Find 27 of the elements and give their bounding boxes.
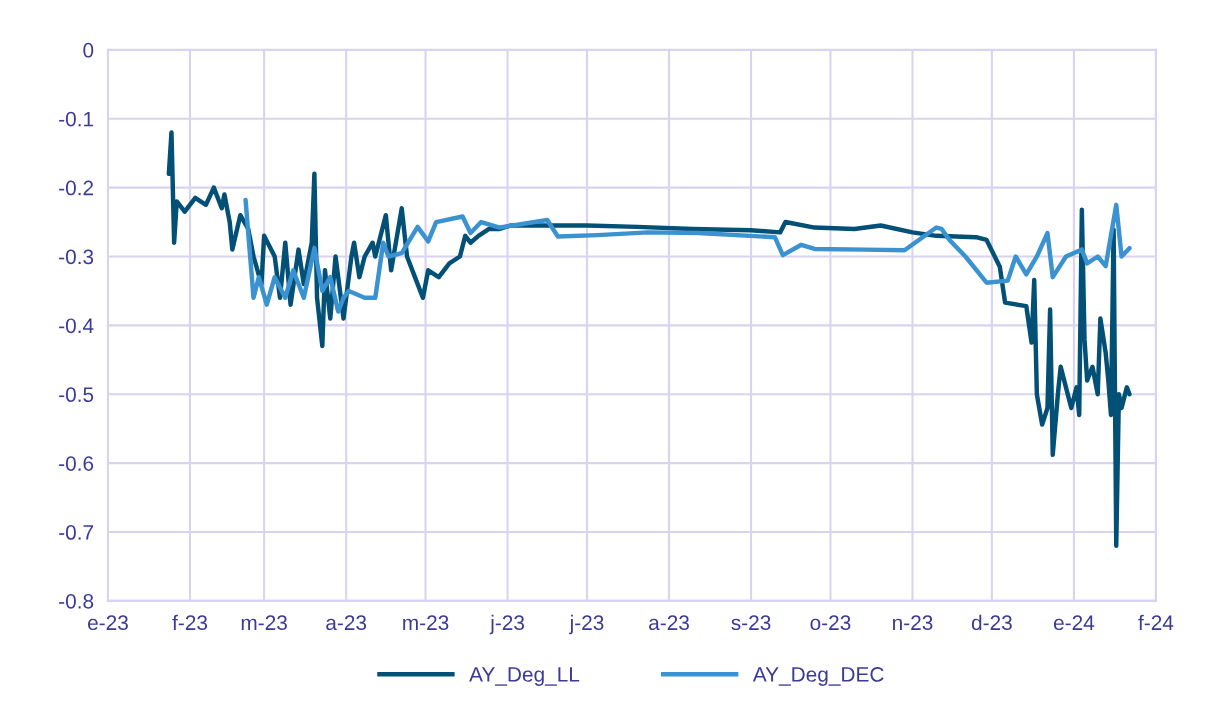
line-series: [243, 197, 1132, 314]
y-tick-label: -0.4: [59, 318, 94, 334]
y-tick-label: -0.8: [59, 593, 94, 609]
x-tick-label: m-23: [241, 615, 287, 631]
line-series: [166, 130, 1132, 549]
y-tick-label: -0.3: [59, 249, 94, 265]
x-tick-label: o-23: [810, 615, 851, 631]
y-tick-label: -0.2: [59, 180, 94, 196]
legend-label: AY_Deg_LL: [469, 667, 580, 686]
x-tick-label: n-23: [893, 615, 933, 631]
x-tick-label: d-23: [971, 614, 1012, 631]
y-tick-label: 0: [83, 42, 94, 58]
x-tick-label: a-23: [326, 615, 367, 631]
x-tick-label: f-23: [172, 614, 208, 631]
x-tick-label: s-23: [731, 615, 771, 631]
x-tick-label: e-23: [88, 615, 128, 631]
y-tick-label: -0.7: [59, 525, 94, 540]
legend-label: AY_Deg_DEC: [752, 667, 884, 686]
x-tick-label: m-23: [403, 615, 449, 631]
x-tick-label: e-24: [1053, 615, 1095, 631]
y-tick-label: -0.5: [59, 387, 94, 403]
y-tick-label: -0.1: [59, 111, 94, 127]
x-tick-label: f-24: [1138, 614, 1174, 630]
y-tick-label: -0.6: [59, 456, 94, 471]
x-tick-label: a-23: [649, 615, 689, 631]
x-tick-label: j-23: [569, 614, 604, 635]
x-tick-label: j-23: [489, 614, 525, 635]
